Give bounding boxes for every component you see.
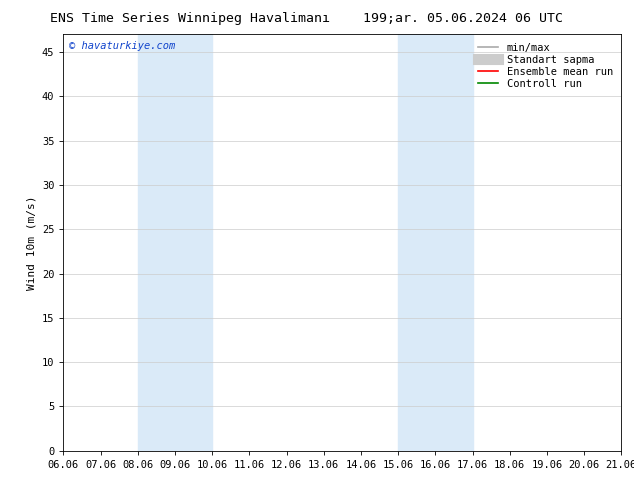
Y-axis label: Wind 10m (m/s): Wind 10m (m/s) xyxy=(27,196,36,290)
Text: ENS Time Series Winnipeg Havalimanı: ENS Time Series Winnipeg Havalimanı xyxy=(50,12,330,25)
Legend: min/max, Standart sapma, Ensemble mean run, Controll run: min/max, Standart sapma, Ensemble mean r… xyxy=(474,40,616,92)
Text: © havaturkiye.com: © havaturkiye.com xyxy=(69,41,175,50)
Bar xyxy=(138,34,212,451)
Bar xyxy=(398,34,472,451)
Text: 199;ar. 05.06.2024 06 UTC: 199;ar. 05.06.2024 06 UTC xyxy=(363,12,563,25)
